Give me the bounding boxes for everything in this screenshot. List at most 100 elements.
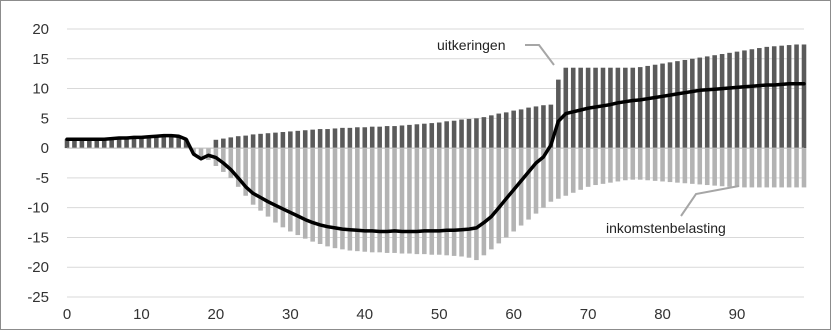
bar-uitkeringen [600, 67, 606, 149]
bar-uitkeringen [154, 136, 159, 149]
bar-inkomstenbelasting [518, 148, 524, 226]
bar-inkomstenbelasting [384, 148, 390, 253]
bar-uitkeringen [645, 65, 650, 149]
bar-uitkeringen [116, 138, 122, 149]
bar-uitkeringen [541, 105, 546, 149]
bar-uitkeringen [288, 131, 293, 149]
bar-inkomstenbelasting [369, 148, 375, 253]
bar-uitkeringen [221, 138, 226, 149]
bar-uitkeringen [563, 67, 569, 149]
bar-uitkeringen [578, 67, 583, 149]
bar-uitkeringen [377, 126, 382, 149]
bar-uitkeringen [704, 56, 710, 149]
bar-uitkeringen [87, 139, 92, 149]
bar-inkomstenbelasting [422, 148, 427, 255]
bar-inkomstenbelasting [221, 148, 226, 172]
bar-uitkeringen [228, 137, 234, 149]
bar-inkomstenbelasting [600, 148, 606, 184]
bar-uitkeringen [608, 67, 613, 149]
bar-uitkeringen [258, 133, 263, 149]
bar-inkomstenbelasting [429, 148, 435, 255]
bar-inkomstenbelasting [377, 148, 382, 253]
y-tick-label: 10 [32, 81, 49, 98]
bar-uitkeringen [273, 132, 278, 149]
bar-inkomstenbelasting [771, 148, 777, 188]
bar-inkomstenbelasting [660, 148, 665, 182]
bar-uitkeringen [176, 136, 181, 149]
bar-inkomstenbelasting [489, 148, 494, 250]
bar-inkomstenbelasting [317, 148, 323, 244]
x-tick-label: 40 [356, 306, 373, 323]
bar-inkomstenbelasting [466, 148, 472, 258]
bar-inkomstenbelasting [325, 148, 330, 247]
bar-inkomstenbelasting [243, 148, 248, 196]
bar-inkomstenbelasting [690, 148, 695, 184]
annotation-uitkeringen: uitkeringen [437, 37, 506, 53]
bar-inkomstenbelasting [362, 148, 368, 252]
y-tick-label: 20 [32, 21, 49, 38]
bar-uitkeringen [734, 51, 740, 149]
bar-uitkeringen [459, 119, 464, 149]
bar-uitkeringen [444, 121, 449, 149]
bar-inkomstenbelasting [712, 148, 717, 186]
bar-uitkeringen [697, 57, 703, 149]
y-tick-label: 0 [41, 140, 49, 157]
bar-inkomstenbelasting [340, 148, 345, 250]
bar-uitkeringen [422, 123, 427, 149]
bar-inkomstenbelasting [727, 148, 732, 187]
bar-inkomstenbelasting [265, 148, 271, 217]
bar-uitkeringen [139, 137, 144, 149]
y-tick-label: -20 [27, 259, 49, 276]
bar-inkomstenbelasting [667, 148, 673, 183]
bar-inkomstenbelasting [496, 148, 502, 244]
bar-uitkeringen [325, 129, 330, 149]
bar-uitkeringen [243, 135, 248, 149]
bar-inkomstenbelasting [332, 148, 338, 249]
bar-uitkeringen [779, 45, 784, 149]
bar-uitkeringen [466, 118, 472, 149]
bar-uitkeringen [511, 110, 516, 149]
bar-uitkeringen [265, 133, 271, 149]
y-tick-label: 5 [41, 110, 49, 127]
bar-uitkeringen [690, 58, 695, 149]
bar-inkomstenbelasting [801, 148, 807, 188]
bar-uitkeringen [146, 137, 152, 149]
bar-inkomstenbelasting [459, 148, 464, 257]
y-tick-label: -10 [27, 200, 49, 217]
bar-uitkeringen [161, 136, 167, 149]
bar-uitkeringen [347, 127, 353, 149]
bar-uitkeringen [392, 126, 397, 149]
bar-inkomstenbelasting [541, 148, 546, 208]
x-tick-label: 30 [282, 306, 299, 323]
bar-inkomstenbelasting [481, 148, 487, 256]
bar-uitkeringen [407, 124, 412, 149]
bar-uitkeringen [489, 115, 494, 149]
x-tick-label: 70 [580, 306, 597, 323]
bar-uitkeringen [667, 62, 673, 149]
bar-inkomstenbelasting [757, 148, 762, 188]
annotation-inkomstenbelasting-leader [680, 185, 740, 217]
bar-inkomstenbelasting [719, 148, 725, 187]
bar-inkomstenbelasting [436, 148, 442, 255]
bar-uitkeringen [764, 46, 770, 149]
bar-uitkeringen [637, 67, 643, 149]
bar-uitkeringen [183, 139, 189, 149]
bar-inkomstenbelasting [302, 148, 308, 239]
bar-inkomstenbelasting [288, 148, 293, 232]
bar-uitkeringen [213, 139, 219, 149]
bar-uitkeringen [503, 112, 509, 149]
bar-inkomstenbelasting [652, 148, 658, 181]
bar-uitkeringen [533, 106, 539, 149]
y-tick-label: 15 [32, 51, 49, 68]
bar-uitkeringen [481, 117, 487, 149]
bar-inkomstenbelasting [593, 148, 598, 186]
bar-inkomstenbelasting [734, 148, 740, 187]
bar-uitkeringen [340, 127, 345, 149]
net-income-line [65, 82, 806, 234]
bar-inkomstenbelasting [392, 148, 397, 253]
bar-uitkeringen [496, 113, 502, 149]
bar-inkomstenbelasting [585, 148, 591, 187]
bar-inkomstenbelasting [295, 148, 301, 236]
